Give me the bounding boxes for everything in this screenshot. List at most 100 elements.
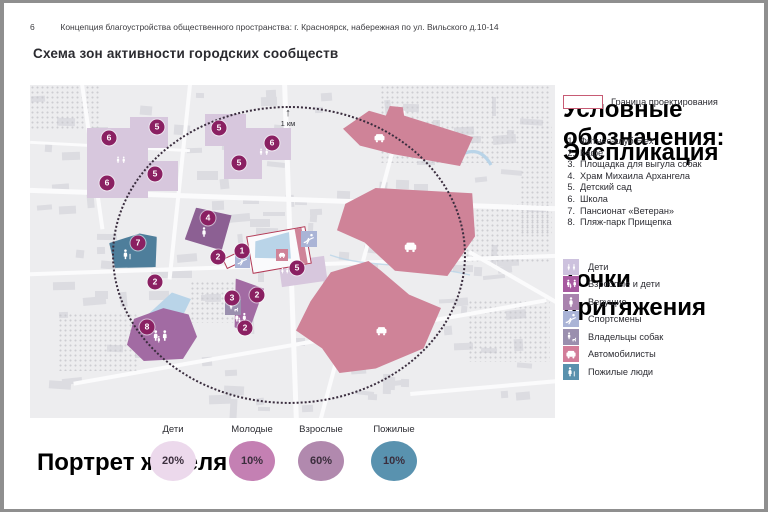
map-marker-5: 5 <box>289 260 305 276</box>
explication-label: Храм Михаила Архангела <box>580 170 690 181</box>
scale-label: 1 км <box>280 119 296 128</box>
car-icon <box>374 134 385 143</box>
portrait-share-circle: 10% <box>371 441 417 481</box>
explication-label: Пансионат «Ветеран» <box>580 205 675 216</box>
car-icon <box>278 252 286 258</box>
attraction-label: Пожилые люди <box>588 366 654 377</box>
explication-title: Экспликация <box>563 138 719 166</box>
portrait-group: Пожилые 10% <box>356 424 432 481</box>
explication-item: 3. Площадка для выгула собак <box>563 159 758 171</box>
explication-item: 7. Пансионат «Ветеран» <box>563 206 758 218</box>
page-title: Схема зон активности городских сообществ <box>33 46 339 61</box>
explication-label: Пляж-парк Прищепка <box>580 217 672 228</box>
person-icon <box>569 297 573 307</box>
map-texture <box>520 125 552 235</box>
car-icon <box>276 249 288 261</box>
explication-number: 8. <box>567 217 575 228</box>
explication-label: Кафе <box>580 147 604 158</box>
attraction-label: Спортсмены <box>588 314 642 325</box>
explication-number: 5. <box>567 182 575 193</box>
header-text: Концепция благоустройства общественного … <box>60 22 499 32</box>
dog-icon <box>567 332 577 342</box>
portrait-group-label: Пожилые <box>373 424 415 435</box>
attraction-label: Владельцы собак <box>588 331 664 342</box>
person-icon <box>202 227 206 237</box>
radius-circle <box>112 106 466 404</box>
explication-item: 8. Пляж-парк Прищепка <box>563 217 758 229</box>
map-marker-8: 8 <box>139 319 155 335</box>
dog-owner-icon <box>563 328 579 345</box>
page-number: 6 <box>30 22 35 32</box>
explication-label: Детский сад <box>580 182 632 193</box>
family-icon <box>153 330 167 343</box>
map-marker-4: 4 <box>200 210 216 226</box>
person-icon <box>198 226 210 238</box>
children-icon <box>567 263 576 270</box>
elderly-icon <box>568 366 575 377</box>
map-marker-3: 3 <box>224 290 240 306</box>
believer-icon <box>563 293 579 310</box>
explication-item: 2. Кафе <box>563 148 758 160</box>
explication-label: Фитнес-клуб Flex <box>580 136 654 146</box>
children-icon <box>114 153 127 166</box>
boundary-label: Граница проектирования <box>611 97 718 107</box>
map-marker-6: 6 <box>101 130 117 146</box>
explication-item: 1. Фитнес-клуб Flex <box>563 136 758 148</box>
map-marker-7: 7 <box>130 235 146 251</box>
family-icon <box>151 328 168 345</box>
attraction-row: Взрослые и дети <box>563 276 758 294</box>
portrait-share-circle: 10% <box>229 441 275 481</box>
runner-icon <box>301 231 317 247</box>
attraction-list: Дети Взрослые и дети Верущие Спортсмены Влад… <box>563 258 758 381</box>
attraction-row: Пожилые люди <box>563 363 758 381</box>
resident-portrait-chart: Дети 20% Молодые 10% Взрослые 60% Пожилые 10% <box>0 424 560 504</box>
scale-marker: ↑ 1 км <box>270 107 306 129</box>
explication-item: 4. Храм Михаила Архангела <box>563 171 758 183</box>
map-texture <box>58 313 138 371</box>
map-marker-1: 1 <box>234 243 250 259</box>
portrait-group: Дети 20% <box>135 424 211 481</box>
attraction-label: Автомобилисты <box>588 349 656 360</box>
map-marker-2: 2 <box>147 274 163 290</box>
explication-number: 3. <box>567 159 575 170</box>
elderly-icon <box>563 363 579 380</box>
page-header: 6 Концепция благоустройства общественног… <box>30 22 730 32</box>
car-icon <box>404 242 417 253</box>
explication-number: 4. <box>567 170 575 181</box>
map-marker-5: 5 <box>231 155 247 171</box>
explication-item: 6. Школа <box>563 194 758 206</box>
map-building <box>94 291 109 299</box>
map-marker-6: 6 <box>99 175 115 191</box>
map-marker-5: 5 <box>211 120 227 136</box>
attraction-label: Взрослые и дети <box>588 279 660 290</box>
legend-boundary-row: Граница проектирования <box>563 95 718 109</box>
runner-icon <box>303 233 314 245</box>
car-icon <box>566 351 576 359</box>
portrait-share-circle: 20% <box>150 441 196 481</box>
elderly-icon <box>123 249 131 260</box>
car-icon <box>373 131 386 144</box>
boundary-swatch-icon <box>563 95 603 109</box>
elderly-icon <box>120 248 133 261</box>
explication-label: Площадка для выгула собак <box>580 159 702 170</box>
portrait-group-label: Дети <box>162 424 184 435</box>
explication-list: 1. Фитнес-клуб Flex 2. Кафе 3. Площадка для в… <box>563 136 758 229</box>
children-icon <box>279 265 290 276</box>
map-marker-2: 2 <box>210 249 226 265</box>
explication-number: 2. <box>567 147 575 158</box>
attraction-label: Верущие <box>588 296 627 307</box>
portrait-share-circle: 60% <box>298 441 344 481</box>
map-marker-2: 2 <box>249 287 265 303</box>
map-marker-5: 5 <box>147 166 163 182</box>
explication-item: 5. Детский сад <box>563 182 758 194</box>
attraction-row: Спортсмены <box>563 311 758 329</box>
attraction-row: Верущие <box>563 293 758 311</box>
portrait-group: Молодые 10% <box>214 424 290 481</box>
attraction-row: Дети <box>563 258 758 276</box>
north-arrow-icon: ↑ <box>285 107 291 119</box>
map-marker-6: 6 <box>264 135 280 151</box>
children-icon <box>116 156 125 163</box>
attraction-row: Владельцы собак <box>563 328 758 346</box>
explication-number: 7. <box>567 205 575 216</box>
